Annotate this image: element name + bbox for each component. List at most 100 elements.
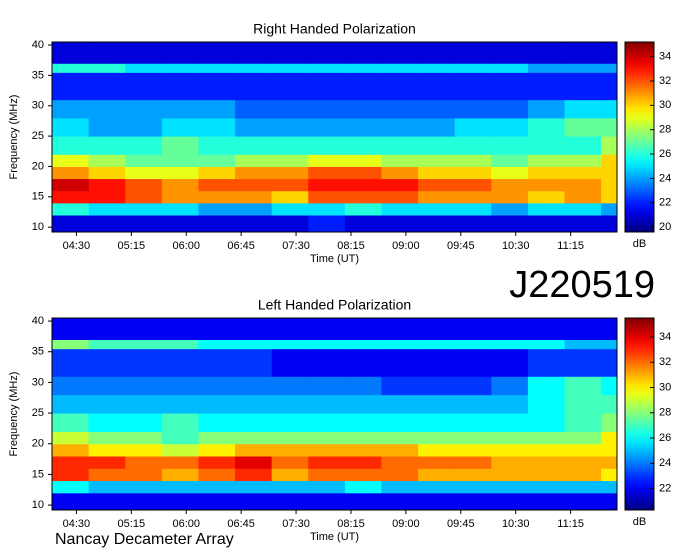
heat-cell: [564, 376, 602, 396]
x-tick-label: 09:00: [392, 518, 420, 530]
heat-cell: [125, 394, 163, 414]
heat-cell: [198, 63, 236, 73]
heat-cell: [418, 492, 456, 511]
heat-cell: [88, 318, 126, 340]
heat-cell: [381, 72, 419, 101]
heat-cell: [235, 394, 273, 414]
heat-cell: [308, 202, 346, 216]
heat-cell: [381, 136, 419, 155]
heat-cell: [564, 456, 602, 469]
heat-cell: [88, 468, 126, 482]
heat-cell: [454, 431, 492, 445]
heat-cell: [527, 492, 566, 511]
heat-cell: [454, 178, 492, 192]
heat-cell: [52, 468, 90, 482]
heat-cell: [198, 166, 236, 180]
heat-cell: [125, 190, 163, 204]
heat-cell: [344, 190, 382, 204]
heat-cell: [161, 431, 199, 445]
heat-cell: [564, 348, 602, 377]
y-tick-label: 10: [32, 221, 44, 233]
heat-cell: [491, 215, 529, 233]
heat-cell: [381, 202, 419, 216]
heat-cell: [88, 348, 126, 377]
heat-cell: [601, 202, 618, 216]
x-tick-label: 07:30: [282, 518, 310, 530]
colorbar: [624, 41, 655, 233]
heat-cell: [344, 468, 382, 482]
heat-cell: [198, 413, 236, 432]
heat-cell: [564, 136, 602, 155]
heat-cell: [527, 468, 566, 482]
colorbar-label: dB: [633, 516, 646, 528]
heat-cell: [88, 431, 126, 445]
heat-cell: [271, 166, 309, 180]
heat-cell: [198, 348, 236, 377]
heat-cell: [308, 215, 346, 233]
heat-cell: [418, 202, 456, 216]
heat-cell: [564, 190, 602, 204]
heat-cell: [381, 413, 419, 432]
x-tick-label: 10:30: [502, 518, 530, 530]
heat-cell: [527, 63, 566, 73]
heat-cell: [601, 190, 618, 204]
plot-frame: [51, 41, 618, 233]
heat-cell: [88, 456, 126, 469]
y-tick-label: 20: [32, 438, 44, 450]
heat-cell: [601, 318, 618, 340]
heat-cell: [271, 72, 309, 101]
heat-cell: [198, 190, 236, 204]
y-tick-label: 40: [32, 315, 44, 327]
x-tick-label: 05:15: [118, 518, 146, 530]
x-tick-label: 06:45: [227, 518, 255, 530]
heat-cell: [161, 480, 199, 494]
heat-cell: [418, 318, 456, 340]
heat-cell: [454, 376, 492, 396]
heat-cell: [52, 480, 90, 494]
heat-cell: [601, 117, 618, 137]
heat-cell: [491, 178, 529, 192]
heat-cell: [418, 178, 456, 192]
heat-cell: [381, 456, 419, 469]
heat-cell: [161, 456, 199, 469]
heat-cell: [52, 215, 90, 233]
heat-cell: [235, 215, 273, 233]
y-tick-label: 10: [32, 499, 44, 511]
heat-cell: [344, 413, 382, 432]
heat-cell: [601, 456, 618, 469]
heat-cell: [491, 456, 529, 469]
heat-cell: [198, 117, 236, 137]
heat-cell: [235, 348, 273, 377]
heat-cell: [381, 178, 419, 192]
heat-cell: [344, 72, 382, 101]
heat-cell: [198, 339, 236, 350]
heat-cell: [381, 492, 419, 511]
heat-cell: [88, 154, 126, 167]
heat-cell: [491, 480, 529, 494]
colorbar-tick-label: 34: [659, 331, 671, 343]
heat-cell: [235, 202, 273, 216]
heat-cell: [601, 154, 618, 167]
heat-cell: [491, 136, 529, 155]
heat-cell: [454, 492, 492, 511]
x-tick-label: 06:00: [172, 518, 200, 530]
heat-cell: [527, 443, 566, 457]
colorbar-tick-label: 22: [659, 482, 671, 494]
heat-cell: [308, 99, 346, 119]
heat-cell: [491, 376, 529, 396]
heat-cell: [491, 394, 529, 414]
colorbar-tick-label: 26: [659, 148, 671, 160]
heat-cell: [344, 394, 382, 414]
colorbar-tick-label: 22: [659, 197, 671, 209]
heat-cell: [125, 492, 163, 511]
heat-cell: [344, 480, 382, 494]
x-tick-label: 07:30: [282, 240, 310, 252]
heat-cell: [381, 63, 419, 73]
heat-cell: [125, 480, 163, 494]
heat-cell: [125, 376, 163, 396]
heat-cell: [418, 215, 456, 233]
heat-cell: [235, 154, 273, 167]
colorbar-tick-label: 32: [659, 75, 671, 87]
heat-cell: [454, 42, 492, 64]
heat-cell: [308, 63, 346, 73]
